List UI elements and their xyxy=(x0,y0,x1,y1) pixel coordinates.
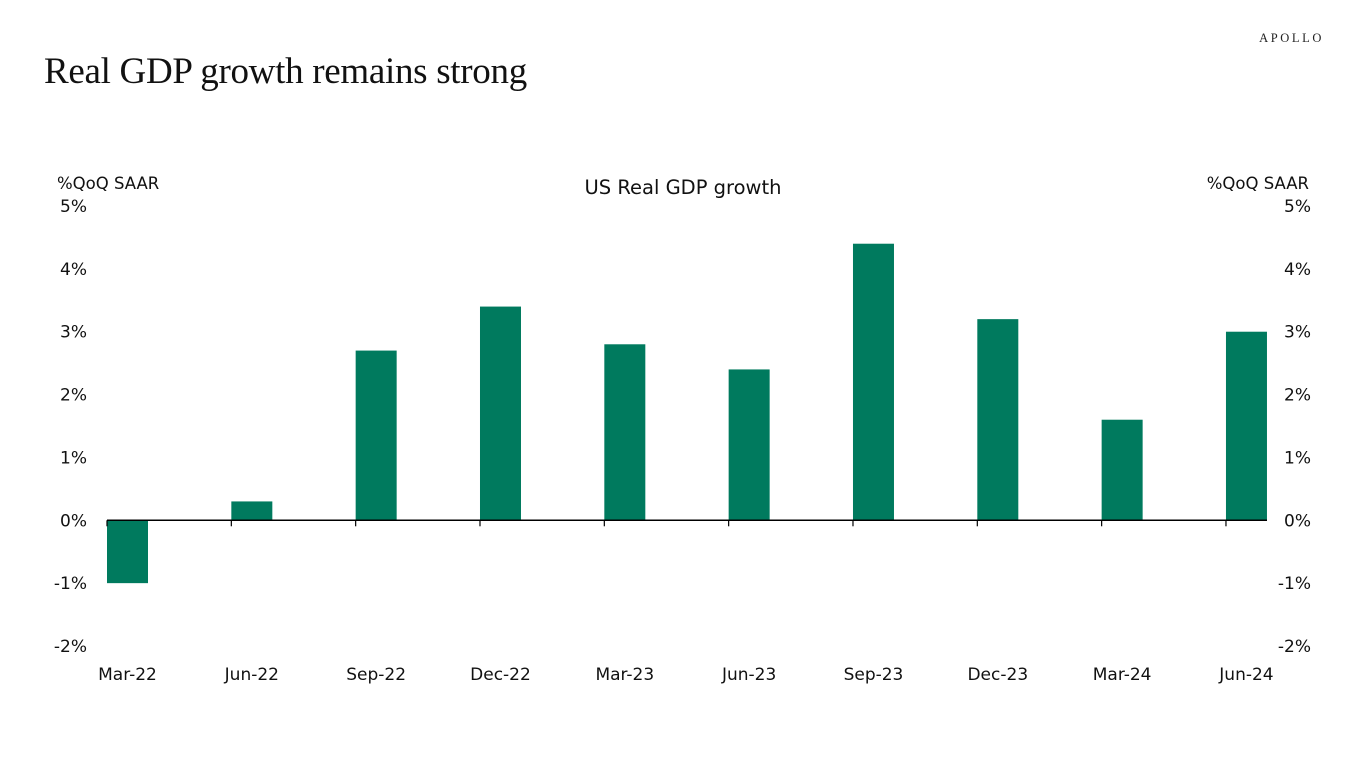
y-tick-label-left: 1% xyxy=(60,448,87,468)
x-tick-label: Jun-24 xyxy=(1218,665,1273,685)
bar-jun-22 xyxy=(231,501,273,521)
x-tick-label: Dec-23 xyxy=(967,665,1028,685)
x-tick-label: Jun-22 xyxy=(224,665,279,685)
x-tick-label: Sep-23 xyxy=(844,665,904,685)
y-tick-label-left: -2% xyxy=(54,637,87,657)
y-tick-label-right: 4% xyxy=(1284,260,1311,280)
y-tick-label-right: 0% xyxy=(1284,511,1311,531)
y-tick-label-right: 2% xyxy=(1284,386,1311,406)
y-tick-label-right: 1% xyxy=(1284,448,1311,468)
y-tick-label-left: 2% xyxy=(60,386,87,406)
y-axis-title-left: %QoQ SAAR xyxy=(57,174,159,193)
bar-dec-22 xyxy=(479,306,521,521)
chart-title: US Real GDP growth xyxy=(584,176,781,199)
y-tick-label-right: -2% xyxy=(1278,637,1311,657)
bar-jun-24 xyxy=(1225,331,1267,521)
y-tick-label-left: 3% xyxy=(60,323,87,343)
slide-title: Real GDP growth remains strong xyxy=(44,51,527,92)
bar-mar-24 xyxy=(1101,419,1143,521)
bar-dec-23 xyxy=(977,319,1019,521)
bar-mar-23 xyxy=(604,344,646,521)
y-tick-label-left: 4% xyxy=(60,260,87,280)
bar-mar-22 xyxy=(107,520,148,584)
x-tick-label: Dec-22 xyxy=(470,665,531,685)
x-tick-label: Mar-22 xyxy=(98,665,157,685)
bar-jun-23 xyxy=(728,369,770,521)
x-tick-label: Mar-24 xyxy=(1093,665,1152,685)
x-tick-label: Mar-23 xyxy=(595,665,654,685)
x-tick-label: Jun-23 xyxy=(721,665,776,685)
y-tick-label-left: -1% xyxy=(54,574,87,594)
x-tick-label: Sep-22 xyxy=(346,665,406,685)
bar-sep-23 xyxy=(852,243,894,521)
y-tick-label-left: 0% xyxy=(60,511,87,531)
y-axis-title-right: %QoQ SAAR xyxy=(1207,174,1309,193)
bar-sep-22 xyxy=(355,350,397,521)
y-tick-label-right: 3% xyxy=(1284,323,1311,343)
y-tick-label-left: 5% xyxy=(60,197,87,217)
y-tick-label-right: 5% xyxy=(1284,197,1311,217)
brand-logo: APOLLO xyxy=(1259,31,1324,45)
y-tick-label-right: -1% xyxy=(1278,574,1311,594)
